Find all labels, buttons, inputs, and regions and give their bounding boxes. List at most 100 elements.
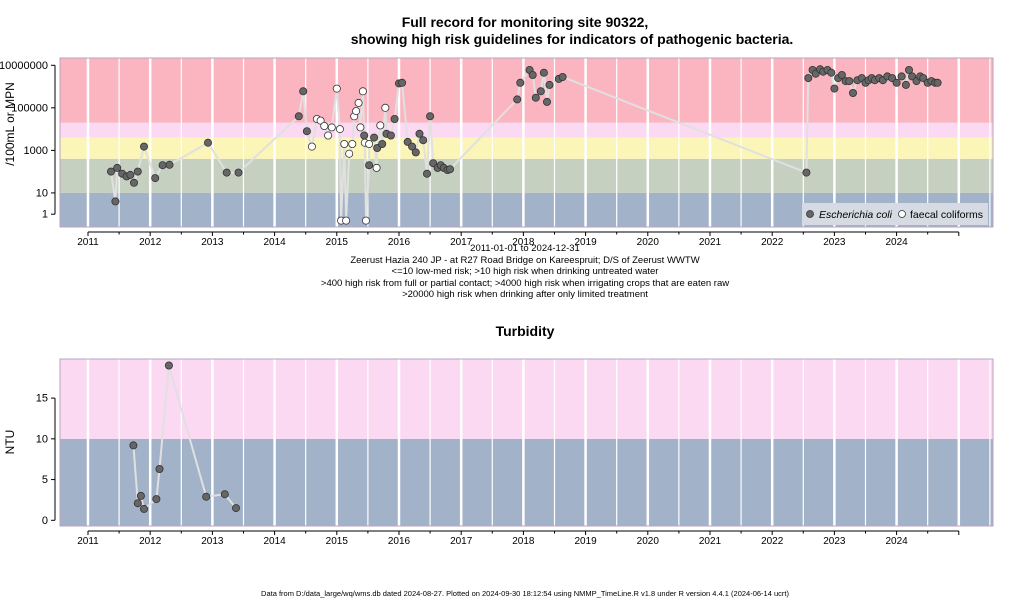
data-point-faecal-coliform	[356, 123, 365, 132]
data-point-sample	[129, 441, 138, 450]
data-point-faecal-coliform	[372, 163, 381, 172]
x-tick-label: 2021	[699, 237, 722, 248]
turbidity-axes: 0 5 10 15 2011 2012 2013 2014 2015 2016 2017 2018 20…	[36, 393, 960, 547]
x-tick-label: 2016	[388, 536, 411, 547]
data-point-sample	[151, 174, 160, 183]
x-tick-label: 2019	[574, 237, 597, 248]
data-point-sample	[302, 127, 311, 136]
turbidity-chart-title: Turbidity	[496, 323, 555, 339]
y-tick-label: 15	[36, 393, 48, 405]
legend-ecoli-marker	[806, 210, 814, 218]
data-point-faecal-coliform	[354, 98, 363, 107]
data-point-sample	[202, 492, 211, 501]
data-point-sample	[370, 133, 379, 142]
risk-band-1	[60, 359, 993, 439]
legend-faecal-label: faecal coliforms	[910, 209, 983, 221]
x-tick-label: 2016	[388, 237, 411, 248]
turbidity-y-axis-label: NTU	[3, 430, 17, 455]
risk-note-3: >20000 high risk when drinking after onl…	[402, 289, 648, 300]
y-tick-label: 5	[42, 474, 48, 486]
data-point-sample	[155, 464, 164, 473]
data-point-sample	[933, 78, 942, 87]
data-point-sample	[126, 170, 135, 179]
turbidity-chart: Turbidity 0 5 10 15 2011 2012 2013 2014 2015 2016…	[3, 323, 994, 547]
data-point-sample	[543, 97, 552, 106]
data-point-sample	[531, 93, 540, 102]
data-point-faecal-coliform	[361, 216, 370, 225]
data-point-sample	[390, 115, 399, 124]
data-point-sample	[849, 89, 858, 98]
data-point-sample	[837, 71, 846, 80]
bacteria-legend: Escherichia coli faecal coliforms	[802, 203, 988, 225]
data-point-sample	[294, 112, 303, 121]
data-point-sample	[165, 160, 174, 169]
x-tick-label: 2017	[450, 536, 473, 547]
data-point-sample	[422, 169, 431, 178]
data-point-sample	[901, 80, 910, 89]
x-tick-label: 2018	[512, 237, 535, 248]
data-point-sample	[220, 490, 229, 499]
bacteria-points	[107, 65, 942, 225]
data-point-faecal-coliform	[332, 84, 341, 93]
x-tick-label: 2023	[823, 237, 846, 248]
x-tick-label: 2022	[761, 237, 784, 248]
x-tick-label: 2013	[201, 536, 224, 547]
bacteria-chart: Full record for monitoring site 90322, s…	[0, 14, 994, 248]
data-point-faecal-coliform	[358, 87, 367, 96]
data-point-sample	[426, 112, 435, 121]
data-point-sample	[513, 95, 522, 104]
x-tick-label: 2012	[139, 536, 162, 547]
data-point-sample	[158, 161, 167, 170]
data-point-sample	[139, 504, 148, 513]
data-point-sample	[892, 78, 901, 87]
bacteria-chart-title-line1: Full record for monitoring site 90322,	[402, 14, 649, 30]
turbidity-points	[129, 361, 240, 513]
risk-note-2: >400 high risk from full or partial cont…	[321, 278, 729, 289]
x-tick-label: 2011	[77, 237, 99, 248]
x-tick-label: 2020	[637, 237, 660, 248]
risk-band-1	[60, 158, 993, 193]
data-point-sample	[845, 77, 854, 86]
data-point-sample	[231, 504, 240, 513]
data-point-faecal-coliform	[324, 131, 333, 140]
x-tick-label: 2020	[637, 536, 660, 547]
bacteria-chart-title-line2: showing high risk guidelines for indicat…	[351, 31, 794, 47]
data-point-sample	[905, 66, 914, 75]
risk-note-1: <=10 low-med risk; >10 high risk when dr…	[392, 266, 659, 277]
data-point-faecal-coliform	[340, 139, 349, 148]
x-tick-label: 2019	[574, 536, 597, 547]
data-point-sample	[827, 68, 836, 77]
data-point-sample	[415, 129, 424, 138]
data-point-sample	[378, 139, 387, 148]
x-tick-label: 2024	[885, 237, 908, 248]
data-point-faecal-coliform	[342, 216, 351, 225]
x-tick-label: 2017	[450, 237, 473, 248]
data-point-faecal-coliform	[345, 149, 354, 158]
bacteria-plot-frame	[59, 57, 994, 228]
y-tick-label: 10	[36, 187, 48, 199]
data-point-sample	[234, 168, 243, 177]
x-tick-label: 2024	[885, 536, 908, 547]
data-point-sample	[203, 138, 212, 147]
data-point-faecal-coliform	[365, 139, 374, 148]
x-tick-label: 2014	[263, 536, 286, 547]
data-point-sample	[802, 168, 811, 177]
x-tick-label: 2015	[326, 536, 349, 547]
x-tick-label: 2022	[761, 536, 784, 547]
data-point-sample	[152, 495, 161, 504]
turbidity-grid	[86, 359, 991, 526]
data-point-sample	[830, 84, 839, 93]
data-point-sample	[408, 142, 417, 151]
data-point-sample	[360, 131, 369, 140]
data-point-sample	[136, 491, 145, 500]
x-tick-label: 2021	[699, 536, 722, 547]
turbidity-plot-frame	[59, 358, 994, 527]
data-point-faecal-coliform	[320, 122, 329, 131]
data-point-sample	[222, 168, 231, 177]
data-point-faecal-coliform	[316, 116, 325, 125]
y-tick-label: 100000	[11, 102, 48, 114]
data-point-sample	[139, 142, 148, 151]
x-tick-label: 2011	[77, 536, 99, 547]
data-point-faecal-coliform	[335, 125, 344, 134]
bacteria-axes: 10000000 100000 1000 10 1 2011 2012 2013 2014 201…	[0, 60, 960, 248]
